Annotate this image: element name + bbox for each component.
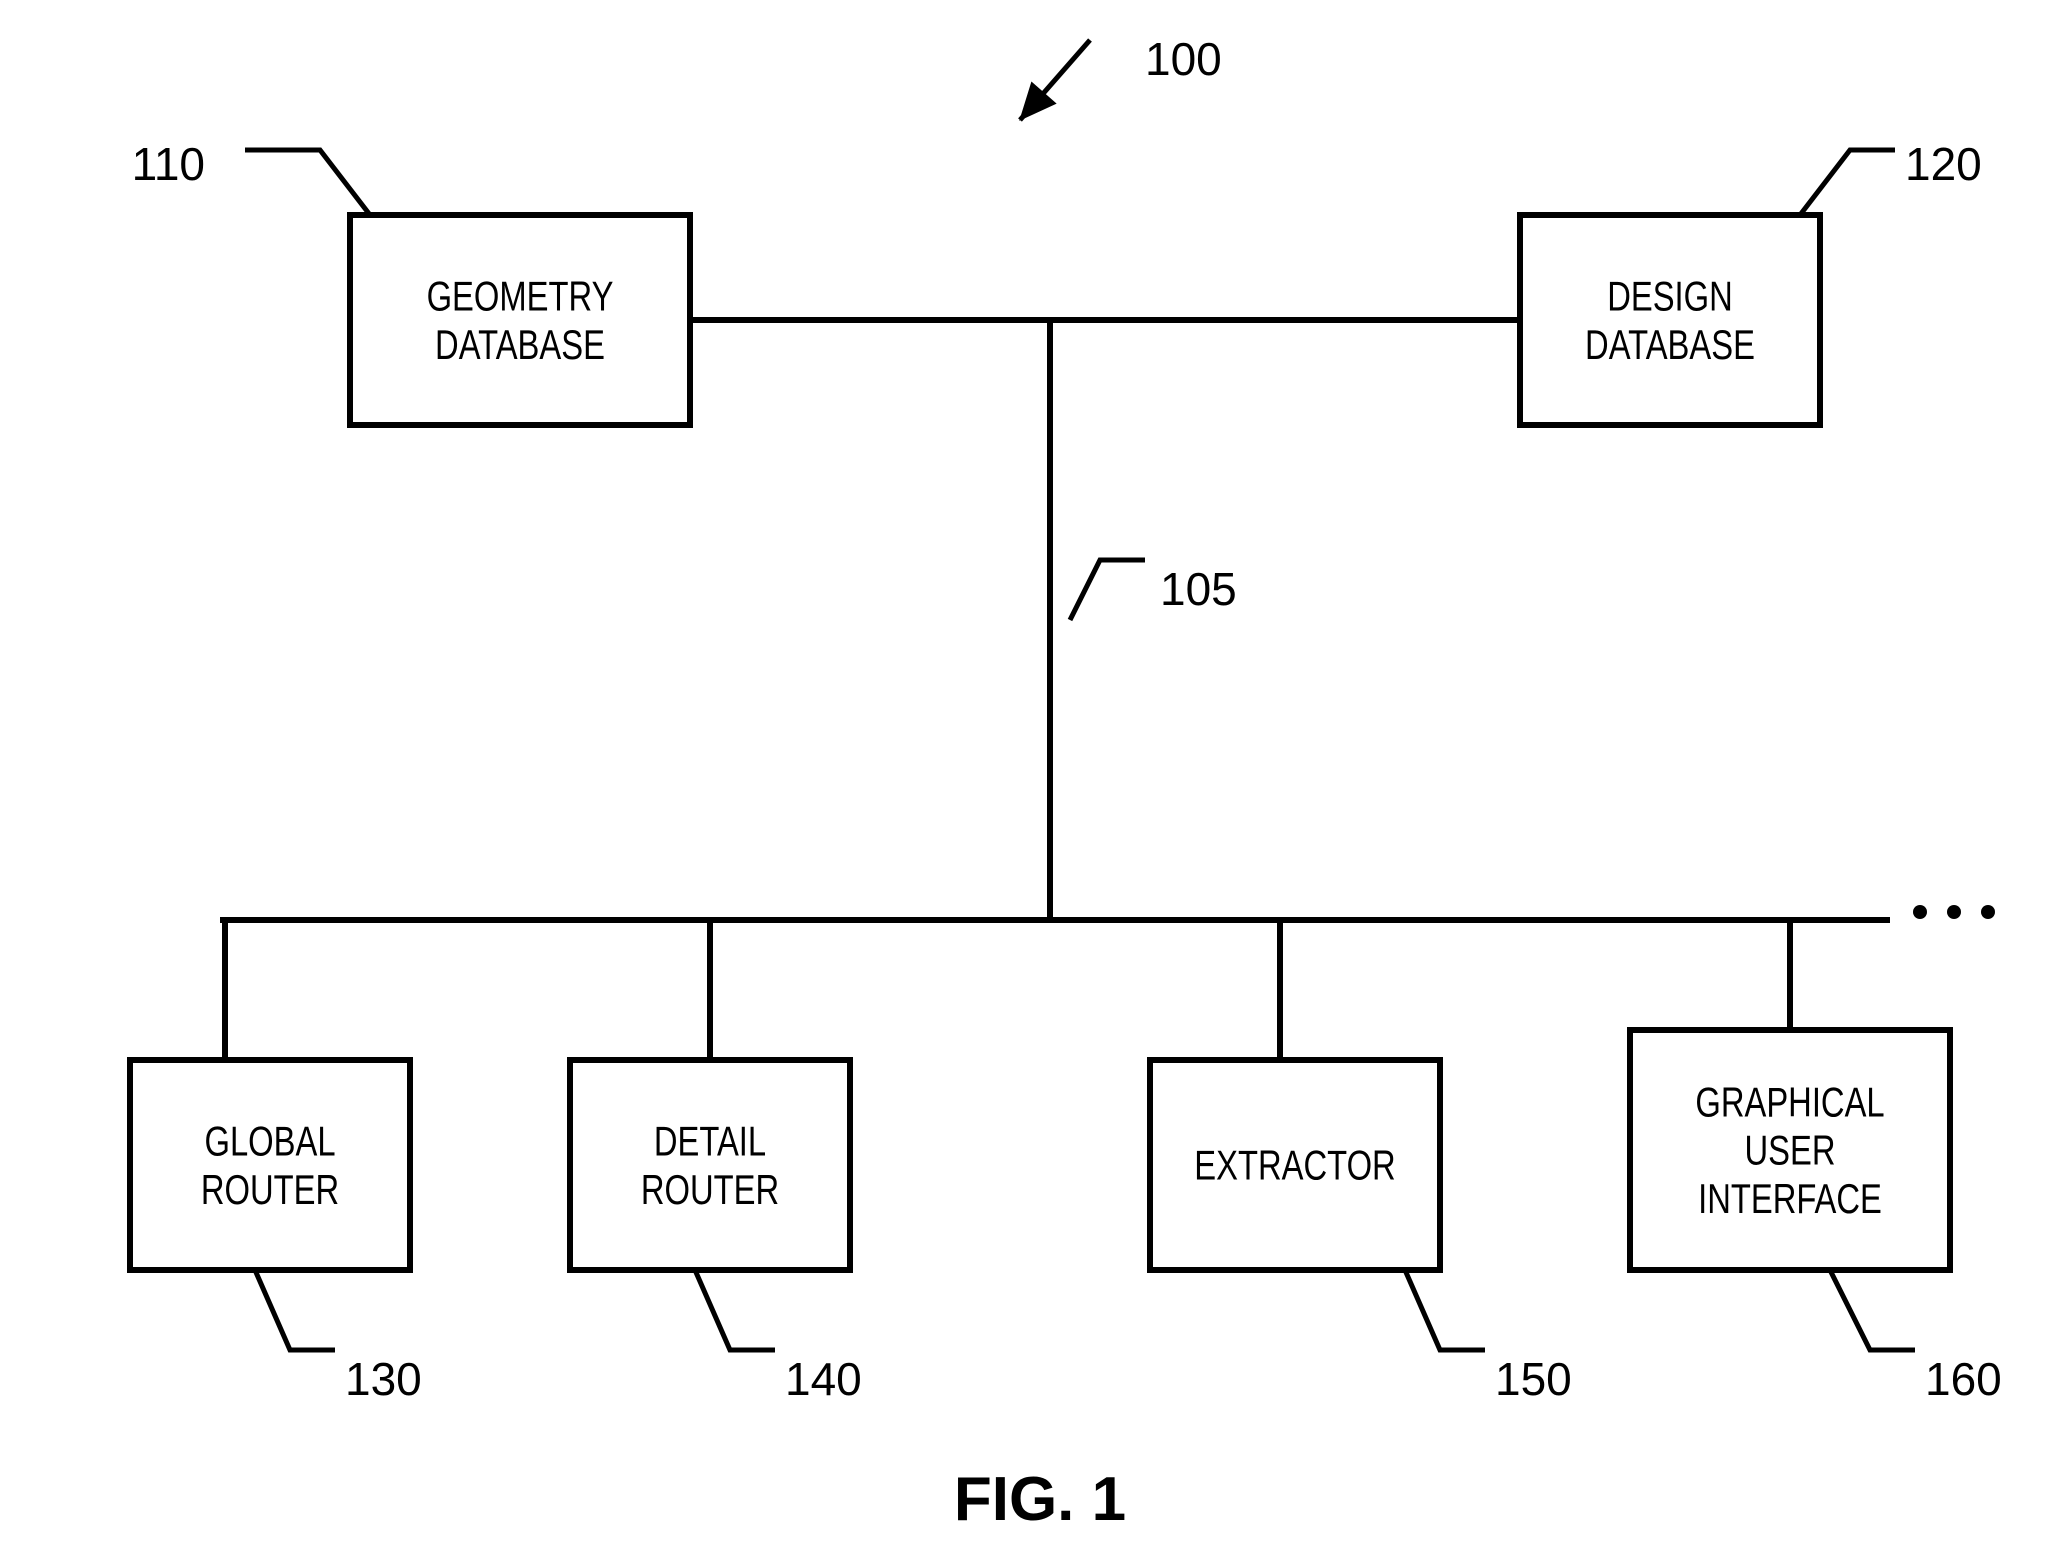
geometry-database-label: GEOMETRY: [427, 273, 614, 320]
global-router-label: GLOBAL: [204, 1118, 335, 1165]
graphical-user-interface-ref-leader: [1830, 1270, 1915, 1350]
detail-router-ref-leader: [695, 1270, 775, 1350]
design-database-label: DATABASE: [1585, 321, 1755, 368]
extractor-label: EXTRACTOR: [1194, 1142, 1395, 1189]
title-ref: 100: [1145, 33, 1222, 85]
extractor-ref: 150: [1495, 1353, 1572, 1405]
design-database-ref: 120: [1905, 138, 1982, 190]
geometry-database-ref-leader: [245, 150, 370, 215]
design-database-label: DESIGN: [1607, 273, 1733, 320]
global-router-ref: 130: [345, 1353, 422, 1405]
bus-ellipsis-dot: [1981, 905, 1995, 919]
global-router-label: ROUTER: [201, 1166, 339, 1213]
figure-caption: FIG. 1: [954, 1465, 1126, 1534]
bus-ref-leader: [1070, 560, 1145, 620]
graphical-user-interface-ref: 160: [1925, 1353, 2002, 1405]
bus-ellipsis-dot: [1947, 905, 1961, 919]
detail-router-label: ROUTER: [641, 1166, 779, 1213]
extractor-ref-leader: [1405, 1270, 1485, 1350]
geometry-database-label: DATABASE: [435, 321, 605, 368]
design-database-ref-leader: [1800, 150, 1895, 215]
graphical-user-interface-label: USER: [1744, 1127, 1835, 1174]
detail-router-ref: 140: [785, 1353, 862, 1405]
bus-ellipsis-dot: [1913, 905, 1927, 919]
graphical-user-interface-label: INTERFACE: [1698, 1175, 1882, 1222]
global-router-ref-leader: [255, 1270, 335, 1350]
detail-router-label: DETAIL: [654, 1118, 766, 1165]
graphical-user-interface-label: GRAPHICAL: [1695, 1078, 1884, 1125]
bus-ref: 105: [1160, 563, 1237, 615]
geometry-database-ref: 110: [132, 138, 205, 190]
